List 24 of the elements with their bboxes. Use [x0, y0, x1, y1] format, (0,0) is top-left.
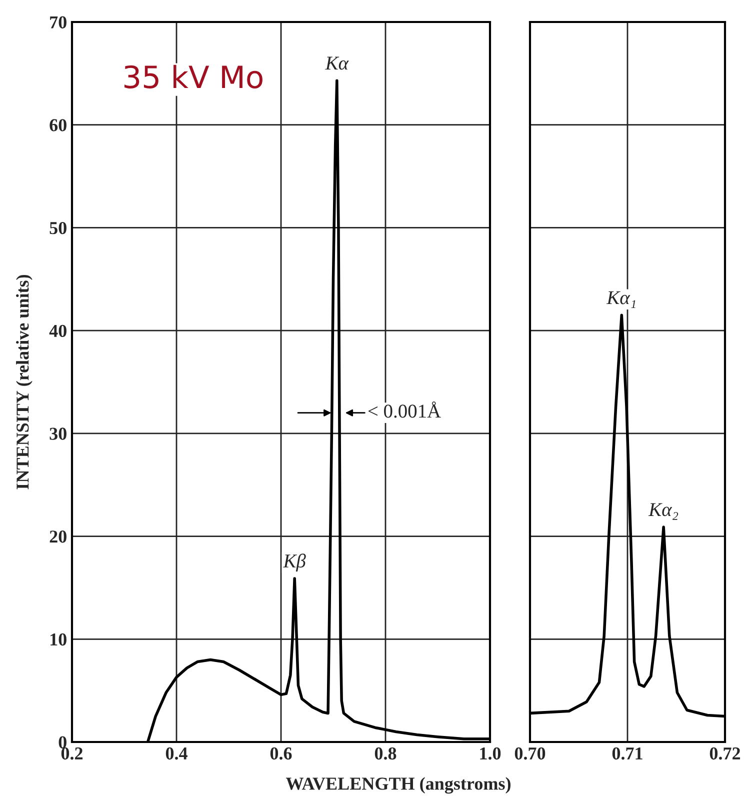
x-tick-label: 1.0	[480, 747, 501, 760]
x-tick-label: 0.72	[710, 747, 740, 760]
annotation: < 0.001Å	[368, 402, 441, 418]
x-tick-label: 0.71	[612, 747, 642, 760]
annotation: Kβ	[283, 554, 306, 572]
x-tick-label: 0.6	[270, 747, 292, 760]
annotation: Kα	[325, 56, 349, 70]
annotation: Kα₂	[648, 503, 678, 520]
annotation: Kα₁	[606, 291, 636, 308]
y-tick-label: 40	[49, 324, 66, 338]
annotation: 35 kV Mo	[124, 64, 262, 88]
y-tick-label: 30	[50, 428, 66, 440]
y-tick-label: 20	[50, 530, 66, 543]
y-tick-label: 0	[58, 736, 66, 748]
x-tick-label: 0.2	[61, 747, 83, 760]
x-tick-label: 0.70	[514, 747, 546, 760]
x-tick-label: 0.8	[374, 747, 396, 760]
x-tick-label: 0.4	[166, 747, 188, 760]
y-axis-title: INTENSITY (relative units)	[16, 274, 32, 490]
y-tick-label: 50	[50, 222, 66, 234]
y-tick-label: 70	[50, 16, 66, 28]
y-tick-label: 10	[50, 633, 66, 646]
y-tick-label: 60	[50, 119, 66, 132]
x-axis-title: WAVELENGTH (angstroms)	[286, 777, 510, 794]
